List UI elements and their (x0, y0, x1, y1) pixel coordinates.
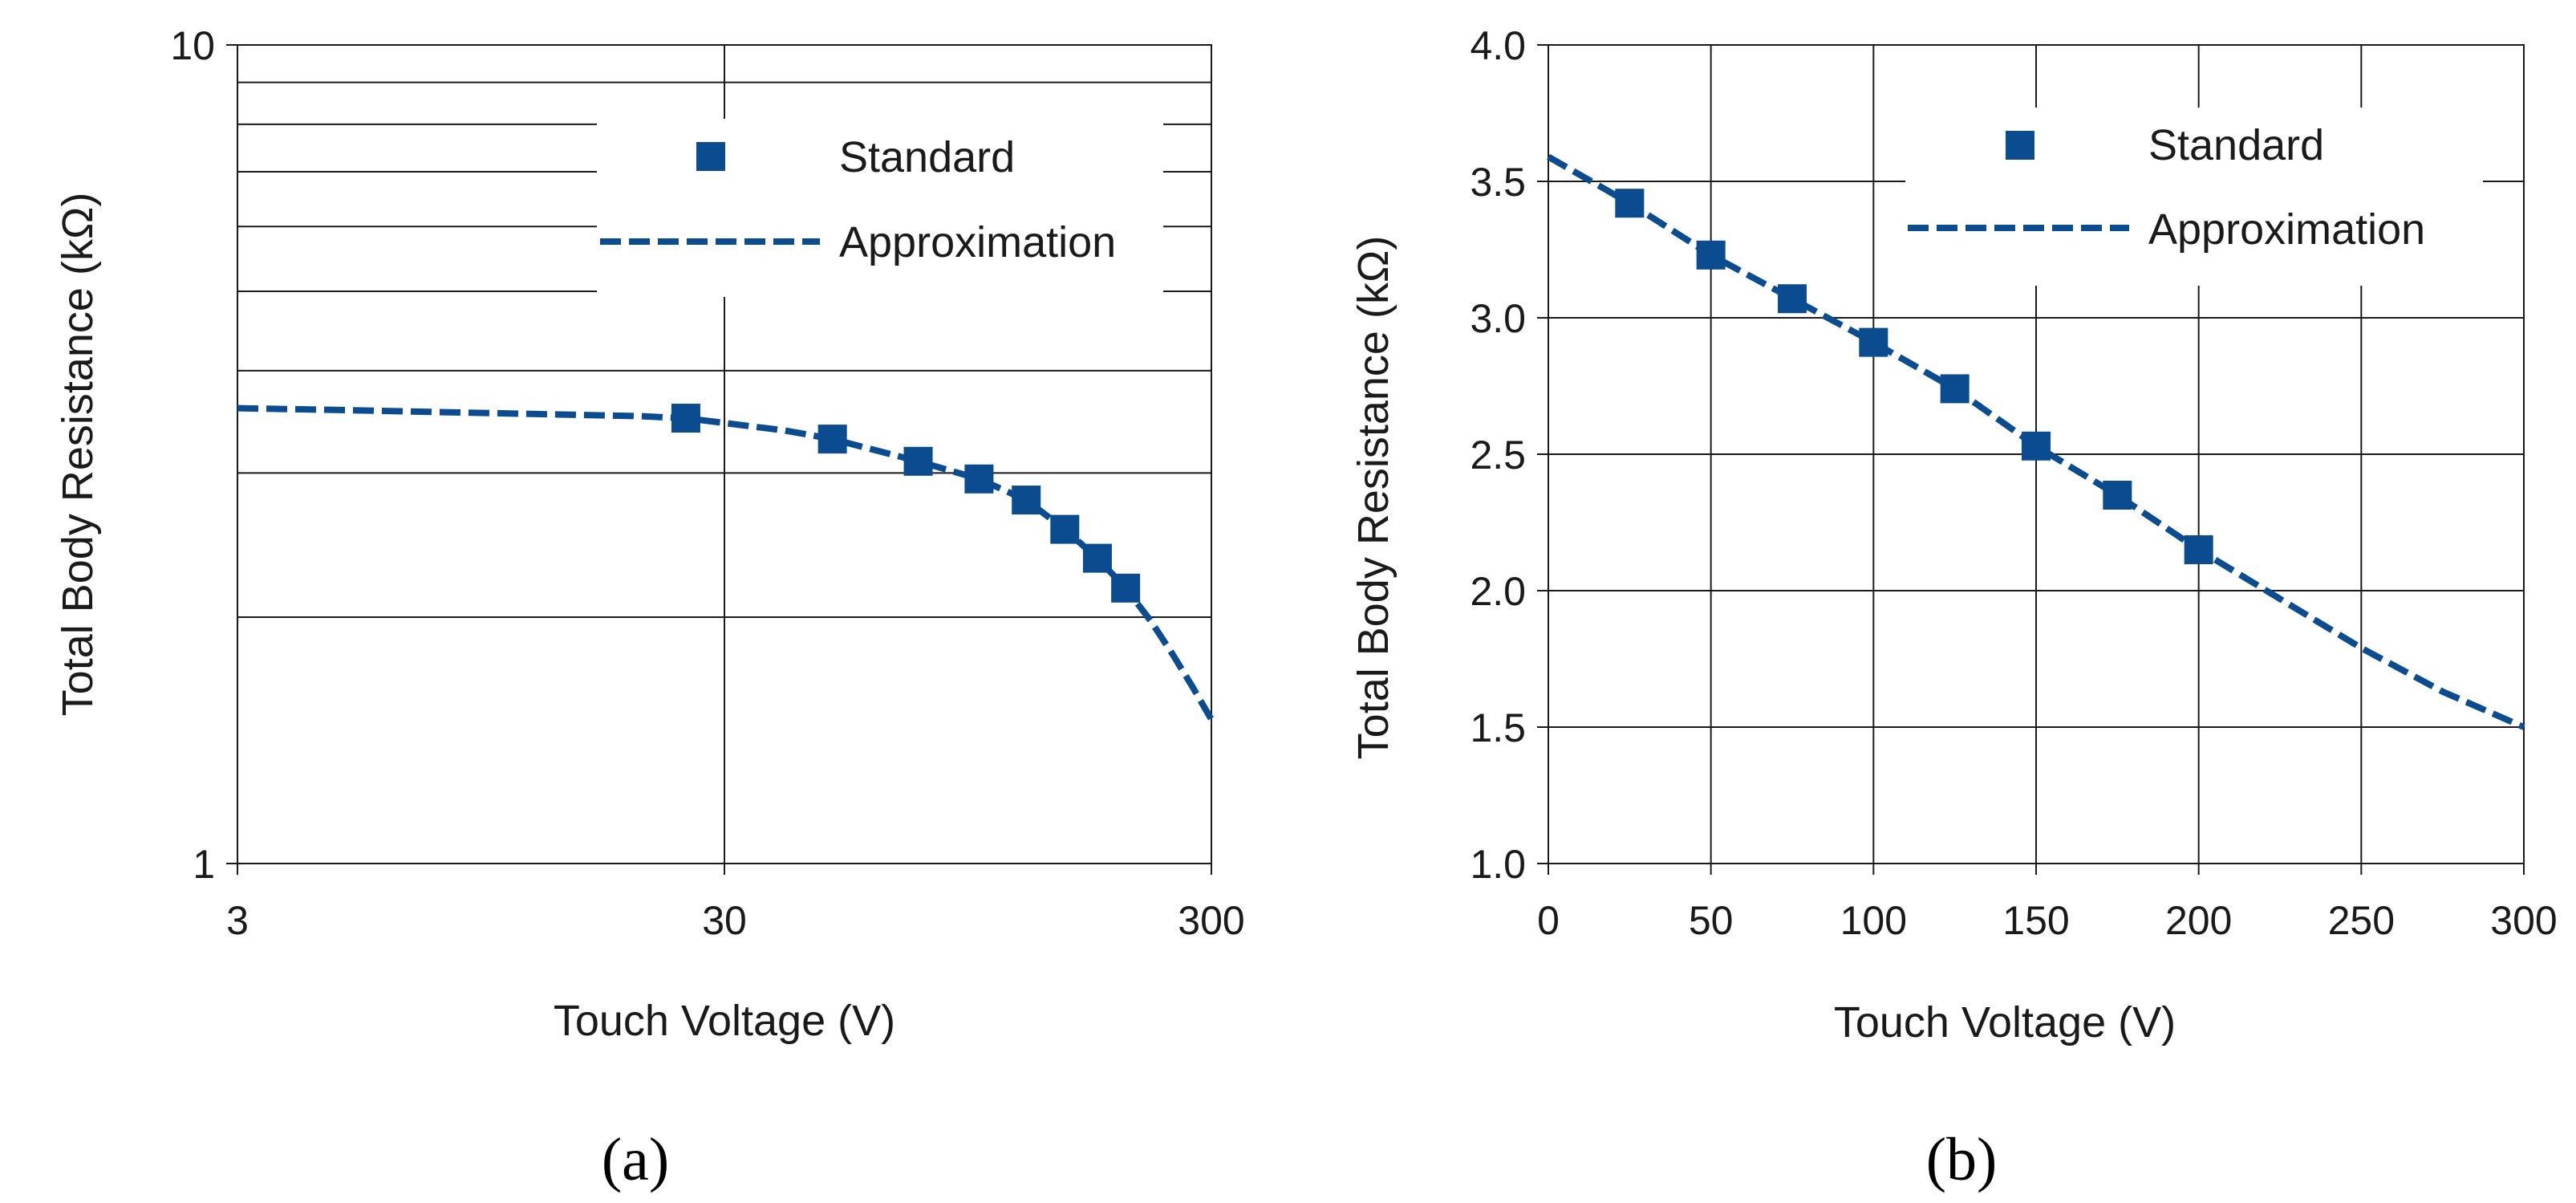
chart-b-y-tick-label: 3.5 (1470, 160, 1526, 205)
chart-b-x-tick-label: 300 (2490, 898, 2557, 943)
chart-a-standard-point (903, 446, 933, 476)
chart-b-standard-point (1696, 240, 1726, 270)
chart-a-standard-point (1050, 514, 1080, 544)
chart-a-legend-standard-marker (696, 142, 725, 171)
chart-b-x-axis-title: Touch Voltage (V) (1834, 998, 2176, 1047)
chart-b-y-tick-label: 2.0 (1470, 569, 1526, 614)
chart-a-legend: Standard Approximation (597, 119, 1163, 297)
chart-b-panel-label: (b) (1926, 1126, 1998, 1193)
chart-a-panel-label: (a) (602, 1126, 669, 1193)
chart-b-standard-point (1778, 284, 1807, 314)
chart-a-standard-point (817, 425, 847, 454)
chart-a-ticks: 3 30 300 1 10 (170, 23, 1244, 943)
chart-b-standard-point (2103, 481, 2132, 510)
chart-a-x-tick-label: 300 (1178, 898, 1244, 943)
chart-a-standard-point (1111, 573, 1141, 603)
chart-b-legend-approximation-label: Approximation (2148, 205, 2425, 254)
chart-b-legend-standard-label: Standard (2148, 121, 2324, 169)
chart-a-y-axis-title: Total Body Resistance (kΩ) (54, 193, 102, 717)
chart-a-x-axis-title: Touch Voltage (V) (554, 997, 895, 1045)
chart-a-standard-point (1082, 543, 1112, 573)
chart-a-marks (237, 404, 1215, 721)
chart-b-ticks: 0 50 100 150 200 250 300 1.0 1.5 2.0 2.5 3.0 3.5 4.0 (1470, 23, 2557, 943)
chart-b-y-tick-label: 1.0 (1470, 842, 1526, 887)
chart-a-y-tick-label: 1 (193, 842, 215, 887)
chart-b: 0 50 100 150 200 250 3001.01.52.02.53.03.54.0 … (1349, 23, 2558, 1193)
chart-b-standard-point (2184, 535, 2213, 564)
chart-b-y-tick-label: 2.5 (1470, 433, 1526, 478)
chart-a-standard-point (671, 404, 700, 433)
chart-b-x-tick-label: 150 (2002, 898, 2069, 943)
chart-a-x-tick-label: 30 (702, 898, 747, 943)
chart-b-standard-point (1859, 327, 1888, 357)
chart-b-legend: Standard Approximation (1905, 108, 2483, 286)
chart-b-legend-standard-marker (2006, 131, 2034, 160)
chart-b-y-axis-title: Total Body Resistance (kΩ) (1349, 236, 1398, 760)
chart-b-x-tick-label: 50 (1689, 898, 1734, 943)
chart-b-standard-point (1615, 189, 1645, 218)
chart-a-y-tick-label: 10 (170, 23, 215, 68)
chart-b-x-tick-label: 250 (2328, 898, 2395, 943)
chart-b-x-tick-label: 0 (1537, 898, 1560, 943)
chart-b-standard-point (1940, 374, 1970, 404)
chart-b-y-tick-label: 1.5 (1470, 705, 1526, 750)
chart-b-legend-box (1905, 108, 2483, 286)
chart-a: 3 30 300 1 10 Touch Voltage (V) Total Body R… (54, 23, 1245, 1193)
chart-b-y-tick-label: 4.0 (1470, 23, 1526, 68)
chart-b-x-tick-label: 200 (2165, 898, 2232, 943)
chart-b-marks (1547, 153, 2525, 730)
chart-a-approximation-line (237, 404, 1215, 721)
chart-a-standard-point (1012, 486, 1041, 515)
chart-b-standard-point (2022, 431, 2051, 461)
chart-b-x-tick-label: 100 (1840, 898, 1907, 943)
chart-a-standard-point (964, 464, 994, 494)
chart-b-y-tick-label: 3.0 (1470, 296, 1526, 341)
chart-a-legend-standard-label: Standard (839, 133, 1015, 181)
chart-a-legend-approximation-label: Approximation (839, 218, 1116, 266)
chart-a-x-tick-label: 3 (226, 898, 249, 943)
chart-a-legend-box (597, 119, 1163, 297)
